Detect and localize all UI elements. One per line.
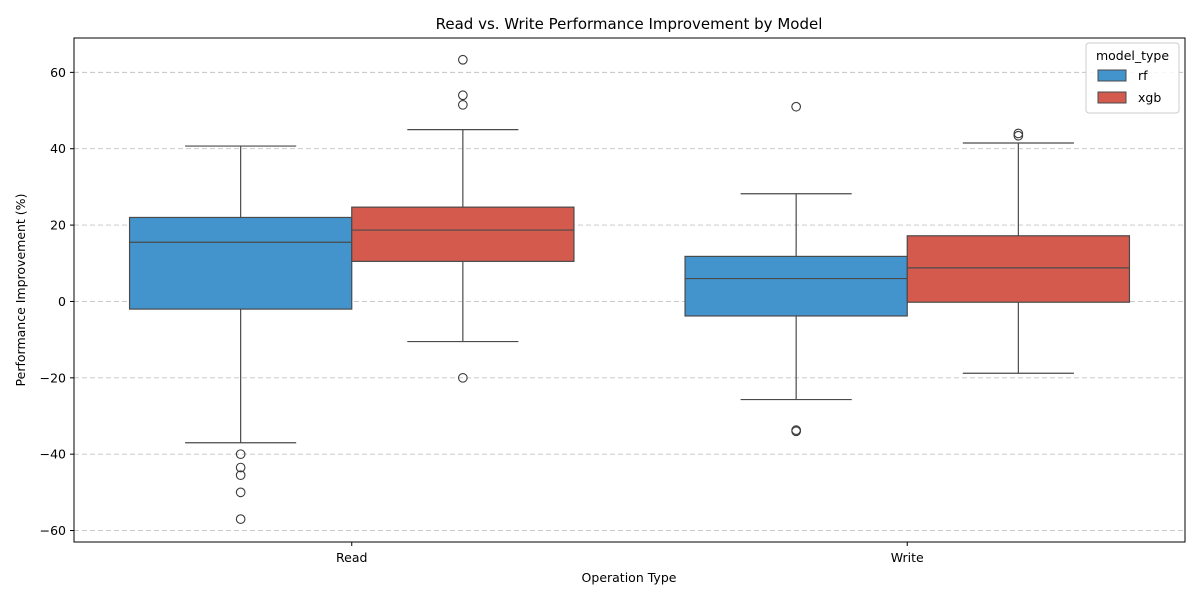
outlier-point <box>235 470 246 481</box>
legend-swatch-xgb <box>1097 91 1127 104</box>
legend-label-rf: rf <box>1138 68 1148 83</box>
y-tick-label: −40 <box>40 447 66 462</box>
outlier-point <box>235 462 246 473</box>
box-xgb-read <box>351 54 575 383</box>
iqr-box <box>906 235 1131 303</box>
outlier-point <box>791 426 802 437</box>
iqr-box <box>684 255 908 317</box>
y-axis-label: Performance Improvement (%) <box>13 194 28 387</box>
boxes <box>128 54 1131 524</box>
x-tick-label: Read <box>336 550 367 565</box>
plot-frame <box>73 37 1186 543</box>
x-axis-ticks: Read Write <box>336 542 924 565</box>
box-rf-write <box>684 101 908 437</box>
y-tick-label: −60 <box>40 523 66 538</box>
legend-label-xgb: xgb <box>1138 90 1161 105</box>
iqr-box <box>128 216 353 310</box>
y-tick-label: 40 <box>50 141 66 156</box>
outlier-point <box>791 101 802 112</box>
iqr-box <box>351 206 575 262</box>
outlier-point <box>458 372 468 383</box>
x-tick-label: Write <box>891 550 924 565</box>
x-axis-label: Operation Type <box>582 570 677 585</box>
outlier-point <box>235 514 246 524</box>
outlier-point <box>235 487 246 498</box>
box-xgb-write <box>906 128 1131 374</box>
chart-title: Read vs. Write Performance Improvement b… <box>436 15 823 33</box>
outlier-point <box>458 99 468 110</box>
outlier-point <box>1013 128 1024 139</box>
box-rf-read <box>128 145 353 524</box>
outlier-point <box>458 90 468 101</box>
y-tick-label: 0 <box>58 294 66 309</box>
y-tick-label: −20 <box>40 370 66 385</box>
y-tick-label: 60 <box>50 65 66 80</box>
outlier-point <box>1013 130 1024 141</box>
outlier-point <box>458 54 468 65</box>
legend-title: model_type <box>1096 48 1169 63</box>
y-tick-label: 20 <box>50 218 66 233</box>
y-axis-ticks: −60 −40 −20 0 20 40 60 <box>40 65 74 538</box>
legend-swatch-rf <box>1097 69 1127 82</box>
outlier-point <box>235 449 246 460</box>
